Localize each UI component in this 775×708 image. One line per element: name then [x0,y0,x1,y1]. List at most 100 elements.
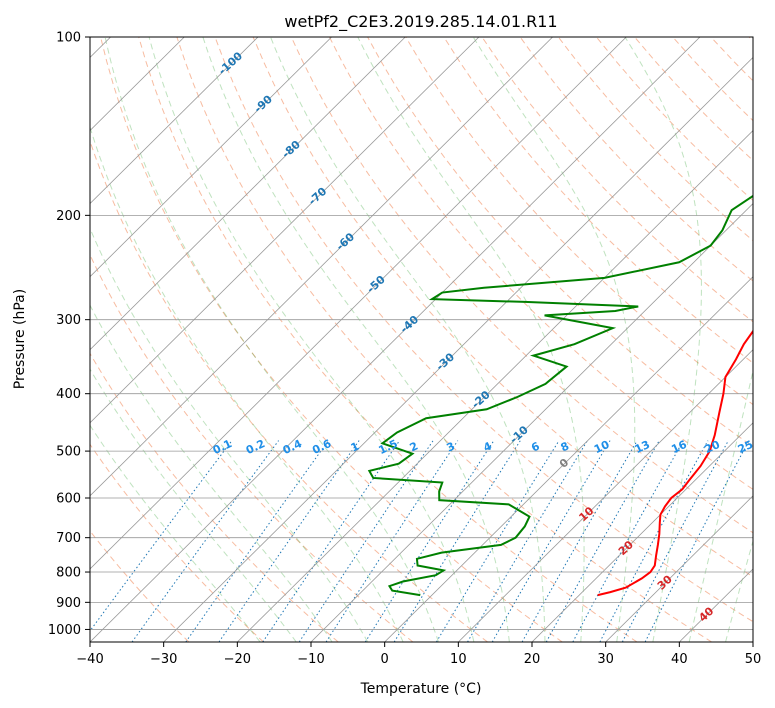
isotherm-line [90,37,553,497]
mixing-ratio-line [131,440,279,642]
isotherm-line [90,37,480,424]
isotherm-line [310,203,753,642]
moist-adiabat [688,368,753,642]
y-tick-label: 800 [56,566,81,581]
x-tick-label: 50 [745,652,762,667]
x-tick-label: 30 [597,652,614,667]
mixing-ratio-label: 20 [703,438,723,456]
data-series [367,194,753,597]
y-tick-label: 200 [56,209,81,224]
y-axis-title: Pressure (hPa) [12,289,28,389]
dewpoint-profile-line [367,194,753,597]
isotherm-line [237,129,753,642]
mixing-ratio-line [325,440,459,642]
background-line-labels: 010203040-100-90-80-70-60-50-40-30-20-10… [211,49,755,624]
moist-adiabat [104,37,439,642]
mixing-ratio-line [545,440,660,642]
mixing-ratio-label: 6 [529,439,542,454]
mixing-ratio-line [572,440,684,642]
moist-adiabat [90,125,404,642]
plot-frame [89,36,754,643]
isotherm-label: 20 [616,538,636,558]
isotherm-label: -80 [280,138,304,161]
isotherm-line [90,37,701,642]
mixing-ratio-label: 0.6 [310,437,333,457]
isotherm-label: -60 [334,230,358,253]
dry-adiabat [138,37,638,642]
x-axis-ticks: −40 −30 −20 −10 0 10 20 30 40 50 [76,642,761,667]
dry-adiabat [519,37,753,282]
isotherm-line [679,568,753,642]
y-tick-label: 500 [56,445,81,460]
isotherm-label: -40 [398,313,422,336]
mixing-ratio-label: 4 [481,439,494,454]
dry-adiabat [100,37,563,642]
isotherm-label: 10 [576,504,596,524]
moist-adiabat [90,368,297,642]
isotherm-line [90,37,259,205]
dry-adiabat [443,37,753,364]
dry-adiabat [290,37,753,534]
dry-adiabat [252,37,753,578]
moist-adiabat [90,304,333,642]
dry-adiabat [328,37,753,491]
mixing-ratio-line [90,440,233,632]
isotherm-label: -50 [364,273,388,296]
isotherm-line [605,495,753,642]
isotherm-label: 40 [696,604,716,624]
dry-adiabat [672,37,753,122]
y-tick-label: 100 [56,31,81,46]
moist-adiabat [725,539,753,642]
mixing-ratio-label: 16 [669,438,689,456]
mixing-ratio-label: 25 [736,438,755,456]
x-tick-label: −40 [76,652,103,667]
moist-adiabat [90,424,261,642]
isotherm-line [90,37,627,570]
isotherm-line [163,56,753,642]
x-tick-label: 10 [450,652,467,667]
isotherm-label: -30 [434,350,458,373]
mixing-ratio-line [218,440,360,642]
mixing-ratio-label: 0.1 [211,437,234,457]
mixing-ratio-line [185,440,329,642]
isotherm-line [752,641,753,642]
mixing-ratio-label: 3 [445,440,457,455]
dry-adiabat [214,37,753,623]
x-tick-label: −30 [150,652,177,667]
dry-adiabat [634,37,753,162]
y-tick-label: 900 [56,596,81,611]
y-tick-label: 600 [56,492,81,507]
temperature-profile-line [597,329,753,597]
isotherm-line [531,422,753,642]
y-tick-label: 300 [56,313,81,328]
moist-adiabat [90,227,369,642]
dry-adiabat [557,37,753,242]
isotherm-label: -10 [507,423,531,446]
x-tick-label: 20 [524,652,541,667]
y-tick-label: 400 [56,387,81,402]
y-tick-label: 700 [56,531,81,546]
mixing-ratio-label: 0.4 [281,437,304,457]
mixing-ratio-line [521,440,638,642]
isotherm-label: -70 [306,185,330,208]
dry-adiabat [90,443,264,642]
mixing-ratio-label: 8 [559,439,571,454]
x-tick-label: −20 [224,652,251,667]
chart-title: wetPf2_C2E3.2019.285.14.01.R11 [284,12,557,32]
x-tick-label: 40 [671,652,688,667]
dry-adiabat [710,37,753,82]
mixing-ratio-line [393,440,521,642]
dry-adiabat [90,352,339,642]
isotherm-label: 30 [655,572,675,592]
moist-adiabat [148,37,475,642]
mixing-ratio-label: 10 [592,438,612,456]
moist-adiabat [472,37,636,642]
moist-adiabat [202,37,510,642]
isotherm-line [458,349,753,642]
background-lines [90,37,753,642]
moist-adiabat [624,37,702,642]
mixing-ratio-label: 13 [633,438,652,456]
y-tick-label: 1000 [48,623,81,638]
mixing-ratio-line [262,440,400,642]
